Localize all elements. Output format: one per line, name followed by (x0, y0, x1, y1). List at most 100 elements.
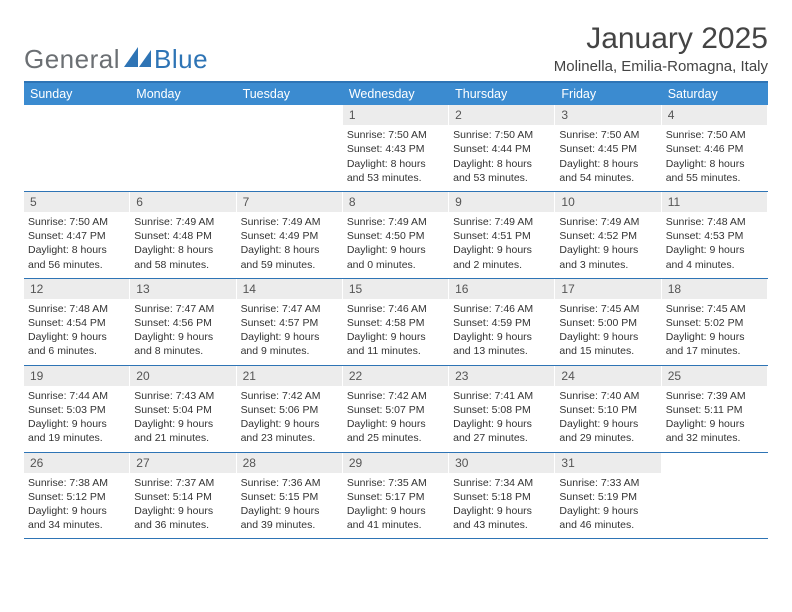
daylight-text: Daylight: 9 hours and 6 minutes. (28, 330, 125, 358)
daylight-text: Daylight: 9 hours and 3 minutes. (559, 243, 656, 271)
day-cell: 23Sunrise: 7:41 AMSunset: 5:08 PMDayligh… (449, 366, 555, 452)
day-cell: 9Sunrise: 7:49 AMSunset: 4:51 PMDaylight… (449, 192, 555, 278)
sunset-text: Sunset: 5:04 PM (134, 403, 231, 417)
daylight-text: Daylight: 9 hours and 13 minutes. (453, 330, 550, 358)
sunset-text: Sunset: 4:48 PM (134, 229, 231, 243)
header: General Blue January 2025 Molinella, Emi… (24, 22, 768, 75)
week-row: 1Sunrise: 7:50 AMSunset: 4:43 PMDaylight… (24, 105, 768, 192)
sunrise-text: Sunrise: 7:39 AM (666, 389, 763, 403)
month-title: January 2025 (554, 22, 768, 56)
day-cell: 10Sunrise: 7:49 AMSunset: 4:52 PMDayligh… (555, 192, 661, 278)
daylight-text: Daylight: 9 hours and 17 minutes. (666, 330, 763, 358)
day-number: 12 (24, 279, 129, 299)
day-cell: 3Sunrise: 7:50 AMSunset: 4:45 PMDaylight… (555, 105, 661, 191)
day-cell: 20Sunrise: 7:43 AMSunset: 5:04 PMDayligh… (130, 366, 236, 452)
daylight-text: Daylight: 9 hours and 32 minutes. (666, 417, 763, 445)
sunset-text: Sunset: 5:15 PM (241, 490, 338, 504)
day-number: 8 (343, 192, 448, 212)
sunset-text: Sunset: 5:11 PM (666, 403, 763, 417)
day-cell: 17Sunrise: 7:45 AMSunset: 5:00 PMDayligh… (555, 279, 661, 365)
day-cell: 29Sunrise: 7:35 AMSunset: 5:17 PMDayligh… (343, 453, 449, 539)
day-cell: 18Sunrise: 7:45 AMSunset: 5:02 PMDayligh… (662, 279, 768, 365)
sunrise-text: Sunrise: 7:45 AM (559, 302, 656, 316)
sunrise-text: Sunrise: 7:44 AM (28, 389, 125, 403)
sunset-text: Sunset: 4:51 PM (453, 229, 550, 243)
week-row: 12Sunrise: 7:48 AMSunset: 4:54 PMDayligh… (24, 279, 768, 366)
daylight-text: Daylight: 8 hours and 55 minutes. (666, 157, 763, 185)
logo-sail-icon (124, 47, 152, 67)
daylight-text: Daylight: 9 hours and 29 minutes. (559, 417, 656, 445)
sunrise-text: Sunrise: 7:49 AM (347, 215, 444, 229)
sunset-text: Sunset: 5:19 PM (559, 490, 656, 504)
week-row: 19Sunrise: 7:44 AMSunset: 5:03 PMDayligh… (24, 366, 768, 453)
day-number: 6 (130, 192, 235, 212)
day-cell: 2Sunrise: 7:50 AMSunset: 4:44 PMDaylight… (449, 105, 555, 191)
day-cell: 7Sunrise: 7:49 AMSunset: 4:49 PMDaylight… (237, 192, 343, 278)
day-cell: 21Sunrise: 7:42 AMSunset: 5:06 PMDayligh… (237, 366, 343, 452)
day-number: 5 (24, 192, 129, 212)
day-cell: 14Sunrise: 7:47 AMSunset: 4:57 PMDayligh… (237, 279, 343, 365)
weekday-header-row: Sunday Monday Tuesday Wednesday Thursday… (24, 83, 768, 105)
day-number: 14 (237, 279, 342, 299)
sunset-text: Sunset: 4:56 PM (134, 316, 231, 330)
day-cell: 30Sunrise: 7:34 AMSunset: 5:18 PMDayligh… (449, 453, 555, 539)
sunrise-text: Sunrise: 7:33 AM (559, 476, 656, 490)
day-cell: 5Sunrise: 7:50 AMSunset: 4:47 PMDaylight… (24, 192, 130, 278)
sunset-text: Sunset: 4:46 PM (666, 142, 763, 156)
day-cell (130, 105, 236, 191)
day-cell: 15Sunrise: 7:46 AMSunset: 4:58 PMDayligh… (343, 279, 449, 365)
sunset-text: Sunset: 4:57 PM (241, 316, 338, 330)
day-number: 2 (449, 105, 554, 125)
sunrise-text: Sunrise: 7:48 AM (666, 215, 763, 229)
sunrise-text: Sunrise: 7:36 AM (241, 476, 338, 490)
day-cell: 26Sunrise: 7:38 AMSunset: 5:12 PMDayligh… (24, 453, 130, 539)
day-number: 21 (237, 366, 342, 386)
sunrise-text: Sunrise: 7:49 AM (453, 215, 550, 229)
day-cell (237, 105, 343, 191)
sunrise-text: Sunrise: 7:50 AM (28, 215, 125, 229)
daylight-text: Daylight: 9 hours and 25 minutes. (347, 417, 444, 445)
weekday-header: Monday (130, 83, 236, 105)
sunrise-text: Sunrise: 7:43 AM (134, 389, 231, 403)
day-number: 11 (662, 192, 767, 212)
day-cell (24, 105, 130, 191)
sunset-text: Sunset: 5:14 PM (134, 490, 231, 504)
sunset-text: Sunset: 5:08 PM (453, 403, 550, 417)
sunrise-text: Sunrise: 7:34 AM (453, 476, 550, 490)
day-cell: 12Sunrise: 7:48 AMSunset: 4:54 PMDayligh… (24, 279, 130, 365)
sunset-text: Sunset: 5:10 PM (559, 403, 656, 417)
daylight-text: Daylight: 9 hours and 43 minutes. (453, 504, 550, 532)
daylight-text: Daylight: 8 hours and 53 minutes. (453, 157, 550, 185)
day-number: 10 (555, 192, 660, 212)
day-number: 27 (130, 453, 235, 473)
daylight-text: Daylight: 9 hours and 41 minutes. (347, 504, 444, 532)
calendar: Sunday Monday Tuesday Wednesday Thursday… (24, 81, 768, 539)
daylight-text: Daylight: 9 hours and 2 minutes. (453, 243, 550, 271)
sunset-text: Sunset: 5:00 PM (559, 316, 656, 330)
sunset-text: Sunset: 5:07 PM (347, 403, 444, 417)
daylight-text: Daylight: 9 hours and 11 minutes. (347, 330, 444, 358)
title-block: January 2025 Molinella, Emilia-Romagna, … (554, 22, 768, 75)
sunrise-text: Sunrise: 7:46 AM (453, 302, 550, 316)
sunset-text: Sunset: 4:54 PM (28, 316, 125, 330)
day-cell: 8Sunrise: 7:49 AMSunset: 4:50 PMDaylight… (343, 192, 449, 278)
day-number: 30 (449, 453, 554, 473)
day-number: 16 (449, 279, 554, 299)
daylight-text: Daylight: 9 hours and 19 minutes. (28, 417, 125, 445)
day-cell: 13Sunrise: 7:47 AMSunset: 4:56 PMDayligh… (130, 279, 236, 365)
sunrise-text: Sunrise: 7:50 AM (453, 128, 550, 142)
daylight-text: Daylight: 9 hours and 21 minutes. (134, 417, 231, 445)
weekday-header: Saturday (662, 83, 768, 105)
sunset-text: Sunset: 5:03 PM (28, 403, 125, 417)
sunset-text: Sunset: 5:02 PM (666, 316, 763, 330)
day-cell: 1Sunrise: 7:50 AMSunset: 4:43 PMDaylight… (343, 105, 449, 191)
day-number: 1 (343, 105, 448, 125)
sunrise-text: Sunrise: 7:47 AM (241, 302, 338, 316)
daylight-text: Daylight: 9 hours and 8 minutes. (134, 330, 231, 358)
weekday-header: Sunday (24, 83, 130, 105)
weekday-header: Tuesday (237, 83, 343, 105)
sunrise-text: Sunrise: 7:49 AM (559, 215, 656, 229)
sunrise-text: Sunrise: 7:50 AM (666, 128, 763, 142)
sunrise-text: Sunrise: 7:49 AM (134, 215, 231, 229)
sunset-text: Sunset: 4:45 PM (559, 142, 656, 156)
